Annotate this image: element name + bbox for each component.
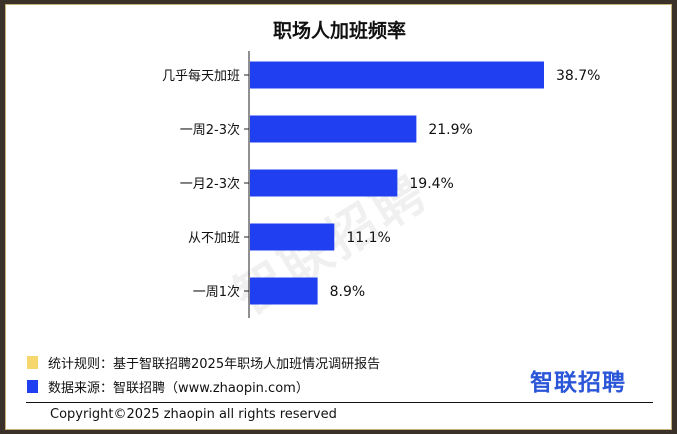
footer-divider	[26, 402, 653, 403]
chart-frame: 职场人加班频率 智联招聘 几乎每天加班 38.7% 一周2-3次 21.9% 一月2-3…	[5, 4, 672, 430]
bar	[250, 115, 417, 143]
category-label: 几乎每天加班	[162, 68, 240, 84]
category-label: 从不加班	[188, 231, 240, 246]
data-label: 38.7%	[556, 68, 600, 84]
chart-title: 职场人加班频率	[272, 20, 406, 42]
note-swatch-blue	[27, 380, 38, 393]
category-label: 一周2-3次	[180, 122, 240, 138]
note-data-source: 数据来源：智联招聘（www.zhaopin.com）	[27, 377, 309, 396]
bar	[250, 223, 335, 251]
bar-chart: 几乎每天加班 38.7% 一周2-3次 21.9% 一月2-3次 19.4% 从不加班 11.…	[162, 51, 600, 318]
bar	[250, 169, 398, 197]
category-label: 一月2-3次	[180, 176, 240, 192]
note-statistics-rule: 统计规则：基于智联招聘2025年职场人加班情况调研报告	[27, 353, 380, 372]
data-label: 21.9%	[428, 122, 472, 138]
note-swatch-yellow	[27, 356, 38, 369]
category-label: 一周1次	[193, 284, 240, 300]
note-text: 统计规则：基于智联招聘2025年职场人加班情况调研报告	[48, 357, 381, 372]
data-label: 19.4%	[409, 176, 453, 192]
data-label: 8.9%	[330, 284, 366, 300]
brand-logo: 智联招聘	[530, 370, 626, 396]
data-label: 11.1%	[346, 230, 390, 246]
note-text: 数据来源：智联招聘（www.zhaopin.com）	[48, 381, 309, 396]
bar	[250, 61, 544, 89]
copyright-text: Copyright©2025 zhaopin all rights reserv…	[50, 407, 337, 422]
bar	[250, 277, 318, 305]
